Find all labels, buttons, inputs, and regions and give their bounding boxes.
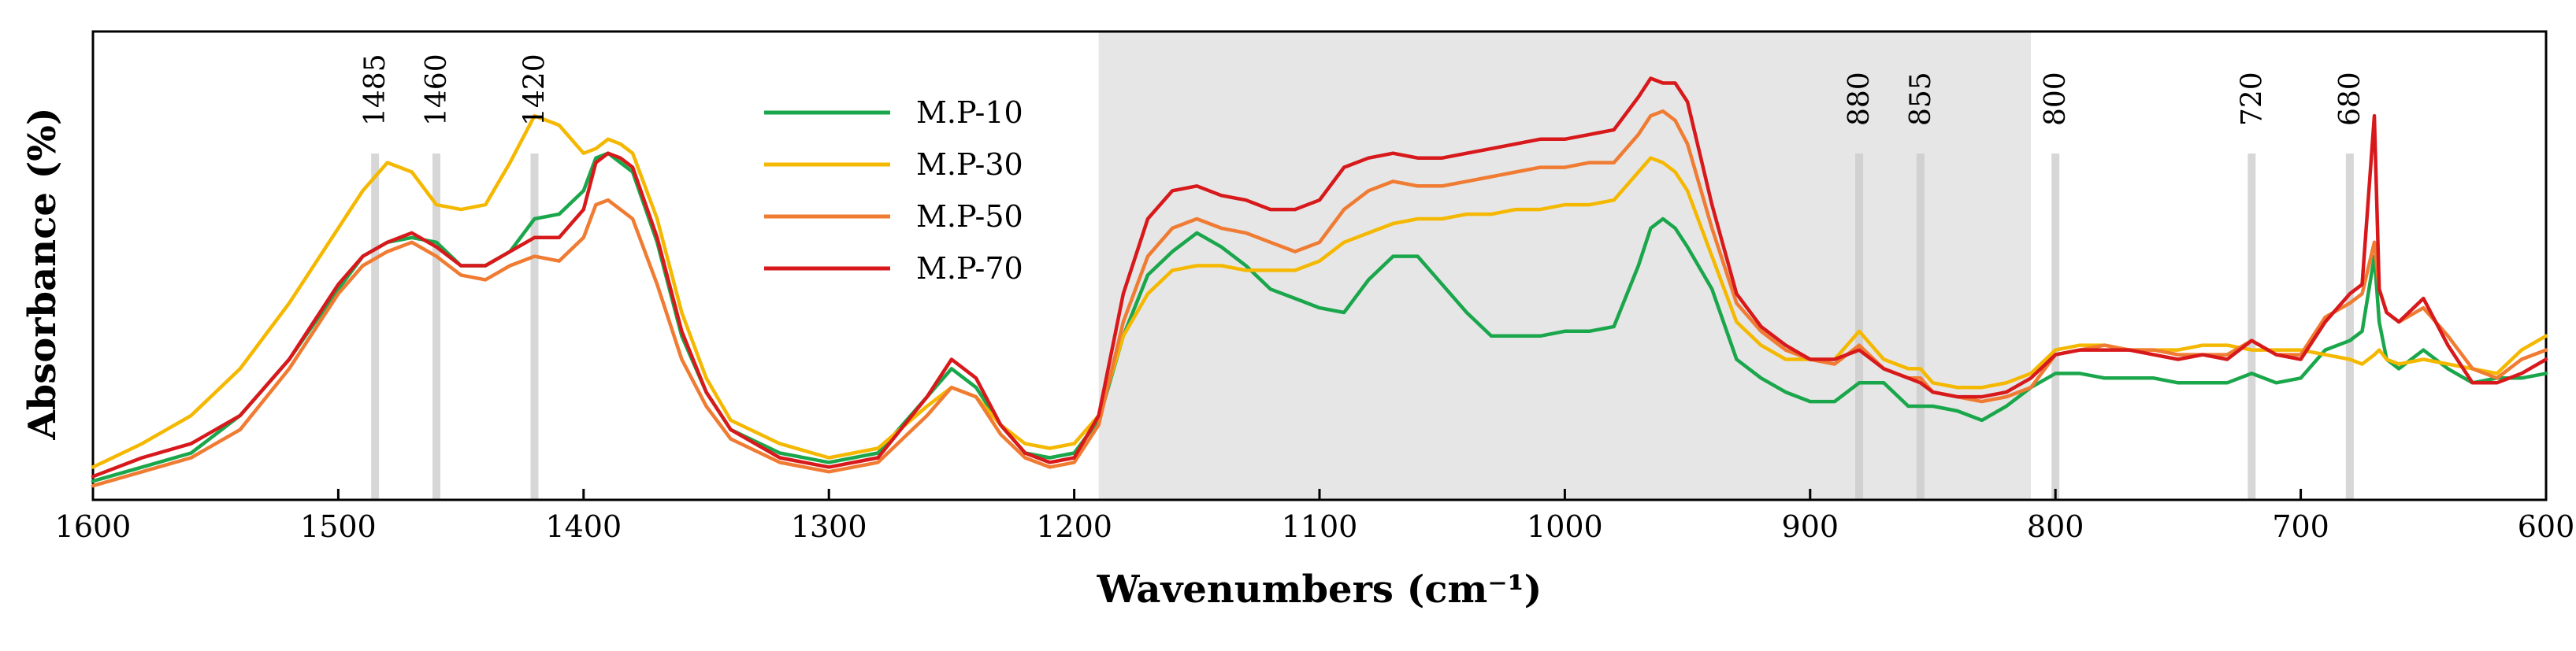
x-tick-label: 600 — [2518, 509, 2575, 544]
marker-band-880 — [1855, 154, 1864, 500]
marker-band-800 — [2051, 154, 2060, 500]
shaded-region — [1098, 31, 2032, 500]
series-line-M.P-30 — [91, 113, 2548, 469]
x-tick-label: 1100 — [1282, 509, 1358, 544]
legend: M.P-10 M.P-30 M.P-50 M.P-70 — [764, 95, 1023, 286]
marker-label-group: 1485 1460 1420 880 855 800 720 680 — [359, 54, 2366, 126]
legend-label: M.P-70 — [916, 251, 1023, 286]
series-line-M.P-50 — [91, 109, 2548, 488]
axes-group: 1600 1500 1400 1300 1200 1100 1000 900 800 700 600 — [55, 489, 2575, 544]
legend-label: M.P-10 — [916, 95, 1023, 130]
marker-band-680 — [2345, 154, 2354, 500]
x-tick-label: 700 — [2272, 509, 2329, 544]
shaded-region-group — [1098, 31, 2032, 500]
x-tick-label: 1400 — [545, 509, 622, 544]
marker-band-1485 — [371, 154, 380, 500]
marker-label: 1460 — [421, 54, 453, 126]
x-tick-label: 1600 — [55, 509, 132, 544]
x-tick-label: 1200 — [1036, 509, 1112, 544]
marker-band-group — [371, 154, 2354, 500]
legend-label: M.P-30 — [916, 147, 1023, 182]
x-axis-title: Wavenumbers (cm⁻¹) — [1097, 568, 1542, 612]
series-group — [91, 76, 2548, 488]
series-line-M.P-70 — [91, 76, 2548, 479]
marker-band-720 — [2248, 154, 2256, 500]
marker-label: 1485 — [359, 54, 392, 126]
marker-label: 720 — [2236, 72, 2268, 126]
marker-label: 1420 — [519, 54, 551, 126]
legend-label: M.P-50 — [916, 199, 1023, 234]
marker-label: 800 — [2040, 72, 2072, 126]
y-axis-title: Absorbance (%) — [20, 107, 65, 440]
x-tick-label: 1300 — [791, 509, 867, 544]
marker-band-1420 — [530, 154, 539, 500]
marker-label: 680 — [2334, 72, 2366, 126]
marker-band-855 — [1916, 154, 1925, 500]
x-tick-label: 900 — [1782, 509, 1839, 544]
marker-label: 855 — [1905, 72, 1937, 126]
marker-band-1460 — [432, 154, 440, 500]
x-tick-label: 1500 — [300, 509, 377, 544]
marker-label: 880 — [1843, 72, 1876, 126]
x-tick-label: 1000 — [1527, 509, 1603, 544]
series-line-M.P-10 — [91, 151, 2548, 483]
x-tick-label: 800 — [2027, 509, 2084, 544]
